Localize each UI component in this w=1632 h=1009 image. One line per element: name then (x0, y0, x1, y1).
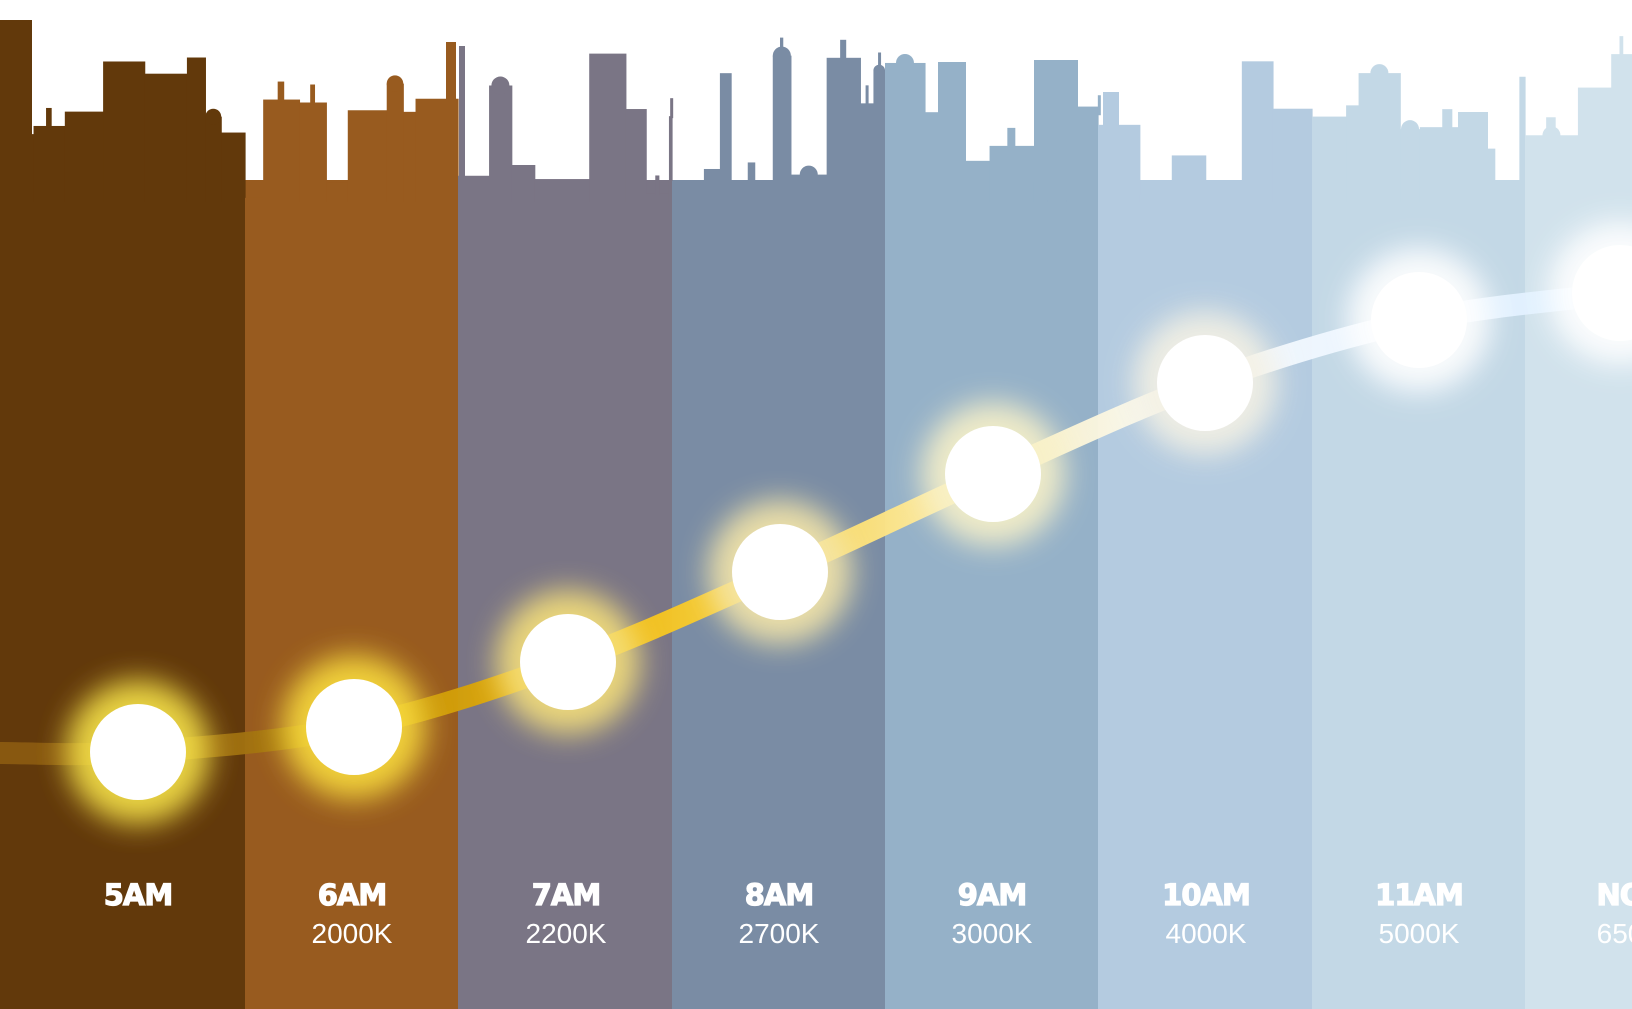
sun-marker (1133, 311, 1277, 455)
tower (446, 42, 456, 200)
time-panel (0, 180, 246, 1009)
skyline-segment (672, 37, 886, 202)
time-panel (885, 180, 1099, 1009)
sun-marker (66, 680, 210, 824)
sun-marker (1347, 248, 1491, 392)
sun-marker (1548, 221, 1632, 365)
sun-marker (496, 590, 640, 734)
tower (1458, 112, 1488, 200)
sun-marker (708, 500, 852, 644)
skyline-segment (245, 75, 459, 202)
tower (459, 46, 465, 200)
time-panel (245, 180, 459, 1009)
skyline-segment (0, 57, 246, 203)
tower (0, 20, 32, 200)
sun-marker (921, 402, 1065, 546)
skyline-segment (458, 53, 674, 203)
skyline-segment (1525, 36, 1632, 202)
tower (1034, 60, 1078, 200)
time-panel (1098, 180, 1313, 1009)
tower (1103, 92, 1119, 200)
skyline-segment (1098, 61, 1313, 202)
skyline-segment (1312, 64, 1526, 203)
sun-marker (282, 655, 426, 799)
tower (938, 62, 966, 200)
